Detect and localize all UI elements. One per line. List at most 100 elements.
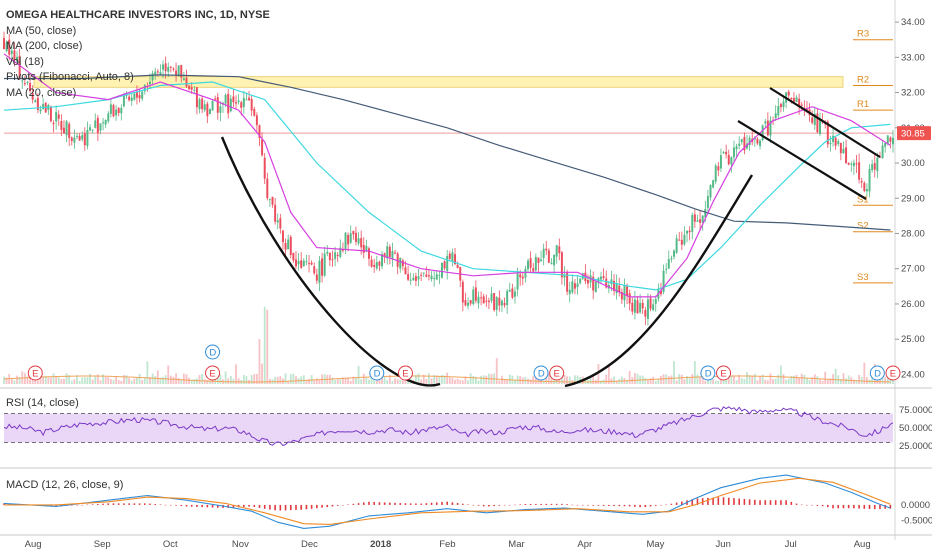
volume-bar [746,372,748,384]
legend-volume[interactable]: Vol (18) [6,55,44,68]
candle-body [618,285,621,293]
ma50-line [3,81,891,291]
volume-bar [547,373,550,384]
volume-bar [477,380,480,384]
volume-bar [368,379,370,384]
resistance-zone [33,76,844,88]
macd-histogram-bar [873,504,876,510]
volume-bar [112,379,115,384]
candle-body [18,55,21,79]
candle-body [370,259,373,267]
volume-bar [70,380,73,384]
volume-bar [219,374,222,384]
volume-bar [68,375,71,384]
candle-body [245,99,248,101]
volume-bar [480,375,483,384]
candle-body [485,300,488,302]
volume-bar [842,373,845,384]
candle-body [224,94,227,104]
volume-bar [795,374,798,384]
volume-bar [274,377,277,384]
candle-body [610,279,613,285]
event-marker [700,365,716,381]
macd-histogram-bar [279,504,282,511]
date-label: Aug [25,539,42,550]
volume-bar [347,377,350,384]
candle-body [81,135,84,140]
volume-bar [696,374,699,384]
volume-bar [422,374,425,384]
macd-histogram-bar [399,503,402,505]
candle-body [769,120,772,136]
candle-body [378,261,381,266]
rsi-label[interactable]: RSI (14, close) [6,397,79,409]
legend-ma20[interactable]: MA (20, close) [6,86,77,99]
candle-body [206,103,209,117]
volume-bar [3,376,5,384]
volume-bar [287,380,290,384]
volume-bar [592,376,595,384]
macd-histogram-bar [248,504,250,507]
volume-bar [177,377,180,384]
macd-histogram-bar [441,502,443,505]
rsi-tick-label: 50.0000 [899,423,932,434]
macd-histogram-bar [806,504,808,506]
volume-bar [91,379,94,384]
date-label: 2018 [370,539,391,550]
macd-histogram-bar [91,504,94,505]
candle-body [109,104,112,114]
volume-bar [65,373,68,384]
volume-bar [399,380,402,384]
macd-histogram-bar [70,504,73,506]
candle-body [759,140,762,147]
candle-body [344,232,347,250]
macd-histogram-bar [269,504,271,510]
macd-histogram-bar [858,504,860,509]
volume-bar [394,378,396,384]
macd-histogram-bar [467,504,469,505]
macd-histogram-bar [300,504,303,510]
macd-histogram-bar [613,504,615,507]
macd-histogram-bar [727,497,730,505]
legend-pivots[interactable]: Pivots (Fibonacci, Auto, 8) [6,71,134,83]
macd-histogram-bar [378,502,381,505]
candle-body [534,256,537,271]
volume-bar [23,373,26,384]
macd-histogram-bar [331,504,334,507]
macd-histogram-bar [211,504,214,508]
candle-body [287,239,290,250]
volume-bar [83,377,86,384]
candle-body [407,274,410,280]
event-marker-label: E [32,368,38,379]
volume-bar [154,375,157,384]
macd-histogram-bar [149,503,151,505]
macd-histogram-bar [451,502,454,505]
candle-body [367,248,370,259]
event-marker [27,365,43,381]
macd-label[interactable]: MACD (12, 26, close, 9) [6,479,124,491]
macd-histogram-bar [681,501,683,505]
volume-bar [680,374,683,384]
volume-bar [738,374,741,384]
macd-histogram-bar [503,504,506,506]
legend-ma50[interactable]: MA (50, close) [6,24,77,37]
candle-body [474,287,477,301]
candle-body [341,249,344,251]
volume-bar [386,380,389,384]
candle-body [308,263,311,265]
price-tick-label: 33.00 [901,52,925,63]
macd-histogram-bar [587,504,589,506]
candle-body [208,109,211,114]
legend-ma200[interactable]: MA (200, close) [6,40,83,52]
volume-bar [224,371,227,384]
volume-bar [819,379,821,384]
candle-body [761,125,764,140]
volume-bar [667,376,670,384]
candle-body [381,254,384,267]
volume-bar [693,361,696,384]
candle-body [128,96,131,101]
candle-body [727,154,730,165]
candle-body [360,238,363,248]
candle-body [156,71,159,73]
pivot-label: R3 [857,29,869,40]
